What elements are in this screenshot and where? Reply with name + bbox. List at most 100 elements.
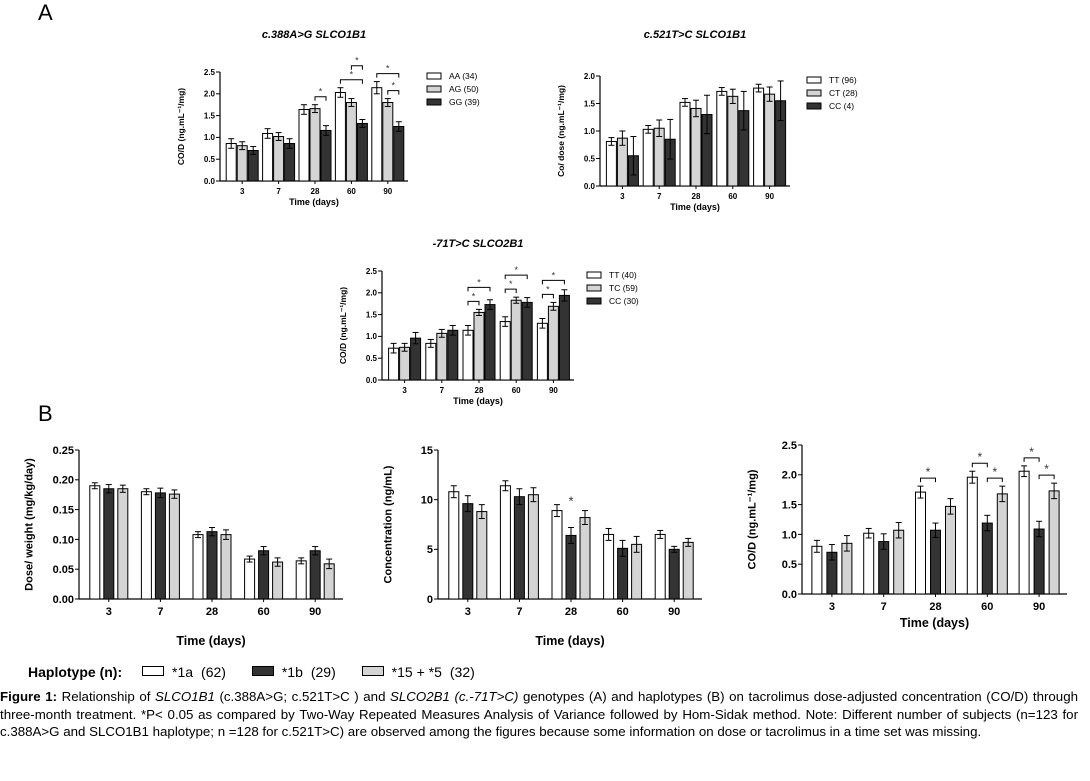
significance-bracket: * — [504, 265, 528, 280]
y-tick-label: 0.05 — [53, 564, 74, 576]
error-bar — [999, 485, 1006, 503]
legend-count: (29) — [310, 664, 336, 680]
legend-swatch-dark — [251, 666, 274, 677]
bar-light-28 — [690, 107, 702, 187]
bar-white-60 — [499, 321, 511, 381]
bar-white-7 — [262, 132, 274, 182]
panel-label-a: A — [38, 0, 53, 25]
chart-legend: TT (40) TC (59) CC (30) — [586, 270, 639, 306]
error-bar — [401, 342, 408, 352]
error-bar — [917, 485, 924, 499]
significance-star: * — [977, 450, 982, 464]
bar-light-28 — [945, 505, 956, 595]
bar-light-3 — [399, 346, 411, 381]
legend-swatch-white — [586, 271, 602, 279]
error-bar — [766, 86, 773, 102]
haplotype-legend-title: Haplotype (n): — [28, 664, 123, 680]
bar-light-28 — [309, 108, 321, 182]
y-axis-label: Dose/ weight (mg/kg/day) — [24, 458, 36, 591]
x-axis-label: Time (days) — [900, 616, 969, 630]
error-bar — [274, 557, 281, 567]
bar-light-90 — [1048, 490, 1060, 595]
error-bar — [1051, 482, 1058, 500]
legend-label: *15 + *5 — [391, 664, 442, 680]
error-bar — [932, 522, 939, 538]
error-bar — [524, 297, 531, 308]
bar-dark-3 — [103, 488, 115, 600]
error-bar — [828, 544, 835, 561]
legend-swatch-white — [426, 72, 442, 80]
bar-light-60 — [272, 561, 284, 600]
bar-white-90 — [295, 560, 307, 600]
significance-bracket: * — [1023, 445, 1040, 462]
legend-swatch-dark — [806, 102, 822, 110]
x-tick-label: 90 — [1033, 601, 1045, 613]
x-tick-label: 60 — [347, 187, 356, 196]
error-bar — [682, 98, 688, 107]
y-tick-label: 0.00 — [53, 594, 74, 606]
error-bar — [740, 90, 747, 131]
error-bar — [550, 301, 557, 311]
error-bar — [312, 104, 318, 114]
error-bar — [476, 308, 482, 316]
bar-dark-90 — [558, 294, 570, 381]
chart-c521t-c-slco1b1: c.521T>C SLCO1B1 0.0 0.5 1.0 1.5 2.0 Co/ dose … — [556, 29, 858, 212]
error-bar — [568, 526, 574, 544]
significance-star: * — [568, 493, 573, 508]
y-tick-label: 2.0 — [204, 90, 216, 99]
bar-light-7 — [273, 136, 285, 182]
significance-star: * — [552, 270, 556, 280]
error-bar — [843, 535, 850, 552]
error-bar — [326, 558, 333, 570]
significance-bracket: * — [350, 56, 363, 70]
error-bar — [729, 88, 736, 104]
error-bar — [412, 331, 419, 345]
significance-bracket: * — [387, 81, 400, 95]
error-bar — [91, 482, 98, 490]
x-tick-label: 3 — [620, 192, 625, 201]
error-bar — [301, 104, 307, 115]
x-tick-label: 7 — [157, 606, 163, 618]
chart-legend: AA (34) AG (50) GG (39) — [426, 71, 480, 107]
bar-white-90 — [536, 322, 548, 381]
y-tick-label: 1.0 — [204, 133, 216, 142]
x-tick-label: 28 — [565, 606, 577, 618]
error-bar — [667, 118, 674, 160]
bar-dark-3 — [247, 149, 259, 182]
significance-bracket: * — [467, 291, 480, 306]
y-tick-label: 1.5 — [204, 111, 216, 120]
y-tick-label: 1.5 — [584, 99, 596, 108]
bar-dark-90 — [309, 550, 321, 600]
caption-text-3: genotypes (A) and haplotypes (B) on tacr… — [0, 689, 1078, 739]
error-bar — [1021, 465, 1028, 478]
error-bar — [390, 342, 397, 354]
significance-bracket: * — [467, 277, 491, 292]
bar-white-28 — [551, 510, 563, 600]
bar-light-7 — [527, 494, 539, 600]
bar-white-90 — [654, 533, 666, 600]
error-bar — [645, 125, 652, 134]
bar-light-28 — [579, 517, 591, 600]
significance-star: * — [1029, 445, 1034, 459]
y-tick-label: 2.0 — [782, 470, 797, 482]
bar-white-60 — [966, 476, 978, 595]
x-tick-label: 28 — [692, 192, 701, 201]
error-bar — [450, 485, 457, 499]
x-tick-label: 28 — [311, 187, 320, 196]
y-tick-label: 0.0 — [366, 376, 378, 385]
bar-dark-7 — [447, 329, 459, 381]
significance-star: * — [1044, 462, 1049, 476]
error-bar — [755, 83, 762, 93]
legend-label: GG (39) — [449, 97, 480, 107]
y-tick-label: 0.20 — [53, 475, 74, 487]
haplotype-legend-item: *1a (62) — [142, 664, 238, 680]
y-tick-label: 0.25 — [53, 445, 74, 457]
bar-light-60 — [345, 102, 357, 182]
x-tick-label: 7 — [440, 386, 445, 395]
error-bar — [478, 504, 485, 520]
error-bar — [880, 533, 887, 550]
error-bar — [449, 325, 456, 336]
error-bar — [246, 555, 253, 563]
bar-dark-7 — [154, 492, 166, 600]
error-bar — [619, 130, 626, 146]
